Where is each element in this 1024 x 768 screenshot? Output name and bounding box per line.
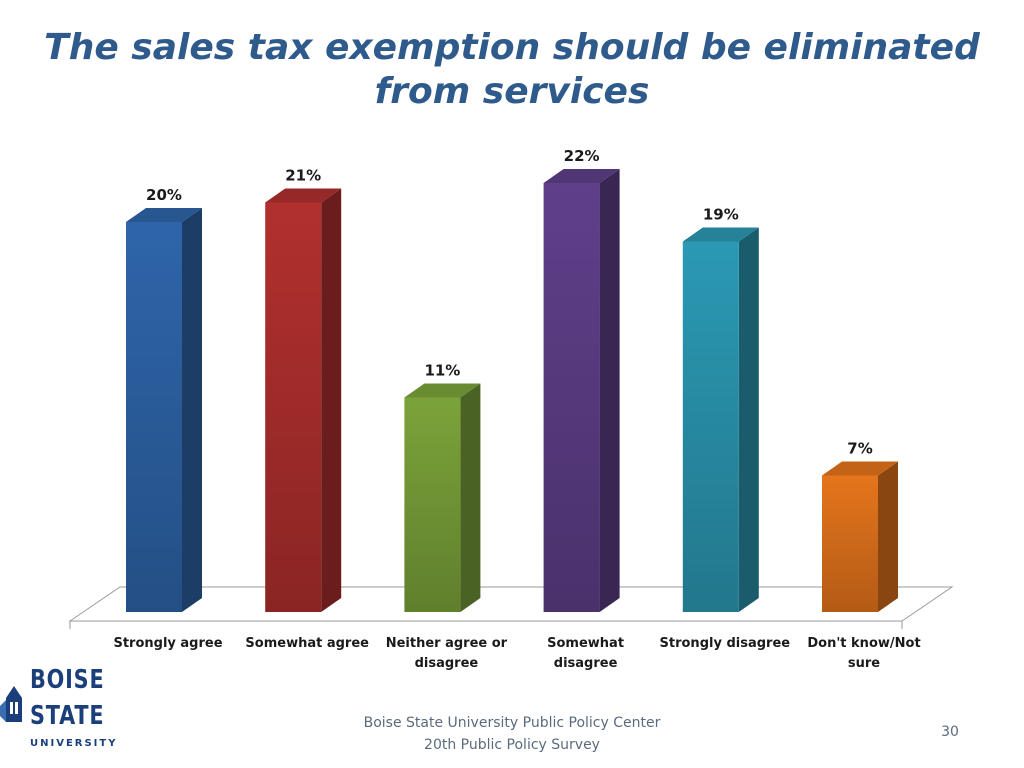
bar <box>265 188 342 612</box>
bar-side <box>878 461 898 612</box>
data-label: 19% <box>703 206 739 224</box>
page-number: 30 <box>941 724 959 740</box>
boise-state-logo: BOISE STATE UNIVERSITY <box>0 662 115 754</box>
category-label-line: sure <box>847 656 881 671</box>
category-label-line: Strongly agree <box>113 636 223 651</box>
category-label-line: Strongly disagree <box>659 636 791 651</box>
category-label-line: Neither agree or <box>385 636 508 651</box>
bar-side <box>321 188 342 612</box>
category-label-line: disagree <box>553 656 618 671</box>
category-label-line: Don't know/Not <box>807 636 921 651</box>
bar <box>543 169 620 612</box>
bar-top <box>404 383 481 398</box>
slide-footer: Boise State University Public Policy Cen… <box>312 712 712 756</box>
bar <box>682 227 759 612</box>
bar-front <box>682 241 739 612</box>
bar-front <box>822 475 878 612</box>
category-label: Strongly disagree <box>655 634 795 654</box>
bar-side <box>599 169 620 612</box>
bar-top <box>822 461 898 476</box>
logo-line2: STATE <box>30 701 105 731</box>
bar-front <box>404 397 461 612</box>
bar-front <box>126 222 182 612</box>
category-label-line: Somewhat agree <box>245 636 369 651</box>
bar-side <box>738 227 759 612</box>
category-label-line: disagree <box>414 656 479 671</box>
value-labels-group: 20% 21% 11% 22% 19% 7% <box>146 147 873 458</box>
category-label: Don't know/Not sure <box>794 634 934 674</box>
bar <box>404 383 481 612</box>
data-label: 22% <box>564 147 600 165</box>
bar-top <box>126 208 202 222</box>
logo-line3: UNIVERSITY <box>30 738 118 749</box>
bar-side <box>460 383 481 612</box>
bar-front <box>543 183 600 612</box>
bar-top <box>543 169 620 183</box>
data-label: 21% <box>285 167 321 185</box>
chart-floor <box>68 586 954 629</box>
data-label: 11% <box>424 362 460 380</box>
data-label: 20% <box>146 186 182 204</box>
bar-side <box>182 208 202 612</box>
logo-line1: BOISE <box>30 665 105 695</box>
bars-group <box>126 169 898 612</box>
footer-line2: 20th Public Policy Survey <box>424 737 600 753</box>
category-label: Strongly agree <box>98 634 238 654</box>
bar <box>822 461 898 612</box>
page-title: The sales tax exemption should be elimin… <box>44 27 980 112</box>
bar <box>126 208 202 612</box>
bar-top <box>682 227 759 242</box>
bar-top <box>265 188 342 203</box>
bar-front <box>265 202 322 612</box>
category-label: Somewhat disagree <box>516 634 656 674</box>
logo-emblem-icon <box>0 686 22 722</box>
footer-line1: Boise State University Public Policy Cen… <box>363 715 661 731</box>
category-label-line: Somewhat <box>547 636 625 651</box>
data-label: 7% <box>847 440 872 458</box>
category-label: Somewhat agree <box>237 634 377 654</box>
category-label: Neither agree or disagree <box>376 634 516 674</box>
